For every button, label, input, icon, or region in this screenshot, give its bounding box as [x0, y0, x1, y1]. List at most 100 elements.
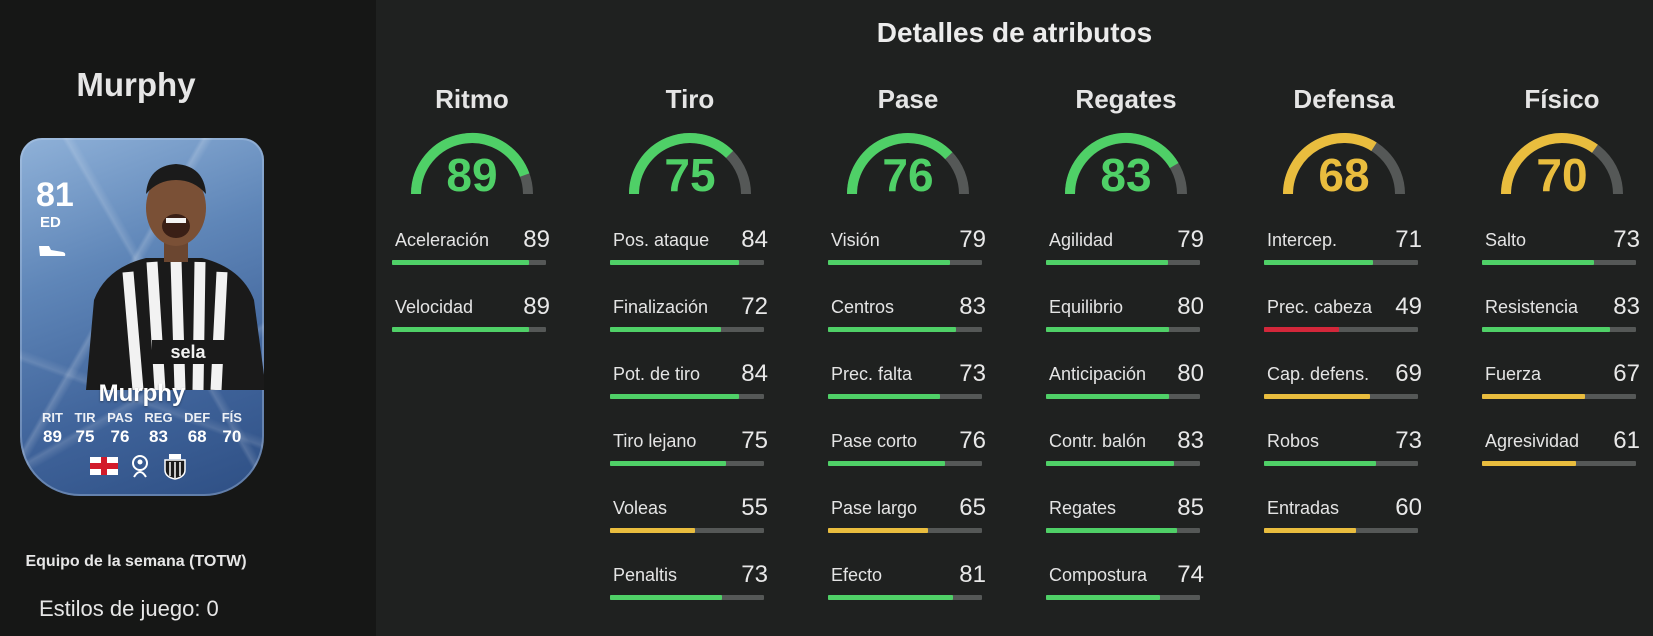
attribute-label: Pot. de tiro: [613, 364, 701, 384]
attribute-label: Contr. balón: [1049, 431, 1147, 451]
category-title: Defensa: [1293, 84, 1395, 114]
attribute-row: Pase largo 65: [828, 494, 988, 565]
attribute-bar: [1482, 394, 1636, 399]
attribute-value: 80: [1177, 293, 1204, 320]
attribute-label: Prec. cabeza: [1267, 297, 1373, 317]
attribute-value: 73: [1613, 226, 1640, 253]
attribute-row: Contr. balón 83: [1046, 427, 1206, 498]
attribute-bar: [1264, 528, 1418, 533]
card-stat-label: FÍS: [221, 410, 242, 425]
attribute-bar: [392, 327, 546, 332]
attribute-bar: [1264, 394, 1418, 399]
attribute-row: Pase corto 76: [828, 427, 988, 498]
category-gauge: 70: [1496, 128, 1628, 201]
attribute-label: Velocidad: [395, 297, 474, 317]
attribute-label: Prec. falta: [831, 364, 913, 384]
attribute-value: 80: [1177, 360, 1204, 387]
attribute-value: 83: [1177, 427, 1204, 454]
category-title: Regates: [1075, 84, 1177, 114]
card-stat-label: DEF: [184, 410, 211, 425]
category-title: Físico: [1524, 84, 1600, 114]
attribute-value: 73: [741, 561, 768, 588]
attribute-bar-fill: [1482, 394, 1586, 399]
attribute-value: 79: [1177, 226, 1204, 253]
attribute-bar-fill: [1046, 327, 1170, 332]
attribute-row: Visión 79: [828, 226, 988, 297]
attribute-row: Anticipación 80: [1046, 360, 1206, 431]
attribute-bar-fill: [828, 394, 941, 399]
attribute-bar: [610, 394, 764, 399]
attribute-row: Intercep. 71: [1264, 226, 1424, 297]
attribute-label: Fuerza: [1485, 364, 1542, 384]
attribute-row: Prec. falta 73: [828, 360, 988, 431]
card-stats: RIT 89 TIR 75 PAS 76 REG 83 DEF 68 FÍS 7…: [42, 410, 242, 447]
attribute-row: Agresividad 61: [1482, 427, 1642, 498]
player-name: Murphy: [76, 66, 196, 103]
attribute-bar: [610, 528, 764, 533]
attribute-label: Pase corto: [831, 431, 918, 451]
category-value: 68: [1318, 149, 1370, 201]
attribute-bar: [828, 461, 982, 466]
player-card[interactable]: sela 81 ED Murphy RIT 89 TIR 75 PAS 76: [20, 138, 264, 496]
attribute-bar-fill: [1482, 327, 1610, 332]
card-stat: FÍS 70: [222, 410, 242, 447]
gauge-fill: [629, 133, 734, 195]
attribute-row: Velocidad 89: [392, 293, 552, 364]
attribute-column-1: Tiro 75 Pos. ataque 84 Finalización 72 Po…: [610, 84, 770, 632]
attribute-bar-fill: [1264, 394, 1371, 399]
attribute-value: 65: [959, 494, 986, 521]
attribute-value: 67: [1613, 360, 1640, 387]
attribute-bar: [1046, 528, 1200, 533]
category-value: 70: [1536, 149, 1588, 201]
player-panel: Murphy sela 81 ED Murphy RIT 89 TIR: [0, 0, 376, 636]
newcastle-crest-icon: [164, 454, 186, 480]
attribute-row: Efecto 81: [828, 561, 988, 632]
attribute-bar: [1046, 595, 1200, 600]
attribute-bar-fill: [1264, 461, 1377, 466]
category-gauge: 68: [1278, 128, 1410, 201]
attribute-list: Intercep. 71 Prec. cabeza 49 Cap. defens…: [1264, 226, 1424, 565]
card-stat: PAS 76: [107, 410, 133, 447]
category-title: Ritmo: [435, 84, 509, 114]
card-position: ED: [40, 214, 61, 231]
attribute-row: Salto 73: [1482, 226, 1642, 297]
attribute-column-3: Regates 83 Agilidad 79 Equilibrio 80 Anti…: [1046, 84, 1206, 632]
attribute-bar: [828, 528, 982, 533]
attribute-bar: [1482, 461, 1636, 466]
attribute-row: Compostura 74: [1046, 561, 1206, 632]
card-badges: [90, 452, 188, 480]
section-title: Detalles de atributos: [876, 17, 1153, 48]
attribute-label: Cap. defens.: [1267, 364, 1370, 384]
attribute-bar: [828, 327, 982, 332]
gauge-fill: [1283, 133, 1377, 195]
promo-label: Equipo de la semana (TOTW): [25, 553, 247, 570]
attribute-list: Aceleración 89 Velocidad 89: [392, 226, 552, 364]
attribute-bar-fill: [1482, 461, 1576, 466]
attribute-row: Finalización 72: [610, 293, 770, 364]
attribute-bar-fill: [828, 595, 953, 600]
attribute-bar: [1046, 260, 1200, 265]
attribute-row: Robos 73: [1264, 427, 1424, 498]
attribute-label: Efecto: [831, 565, 883, 585]
attribute-bar: [1046, 461, 1200, 466]
attribute-bar: [1046, 394, 1200, 399]
attribute-bar-fill: [610, 394, 740, 399]
attribute-bar-fill: [1264, 260, 1374, 265]
category-title: Pase: [877, 84, 939, 114]
attribute-bar: [610, 260, 764, 265]
category-gauge: 76: [842, 128, 974, 201]
attribute-bar-fill: [392, 327, 530, 332]
card-stat-value: 75: [75, 427, 95, 446]
attribute-label: Equilibrio: [1049, 297, 1124, 317]
attribute-row: Voleas 55: [610, 494, 770, 565]
attribute-list: Salto 73 Resistencia 83 Fuerza 67 Agresi…: [1482, 226, 1642, 498]
card-stat-label: REG: [144, 410, 173, 425]
attribute-bar: [828, 260, 982, 265]
attribute-row: Prec. cabeza 49: [1264, 293, 1424, 364]
attribute-label: Pos. ataque: [613, 230, 710, 250]
attribute-list: Pos. ataque 84 Finalización 72 Pot. de t…: [610, 226, 770, 632]
attribute-value: 73: [959, 360, 986, 387]
gauge-fill: [1065, 133, 1179, 195]
attribute-bar: [1046, 327, 1200, 332]
attribute-row: Aceleración 89: [392, 226, 552, 297]
